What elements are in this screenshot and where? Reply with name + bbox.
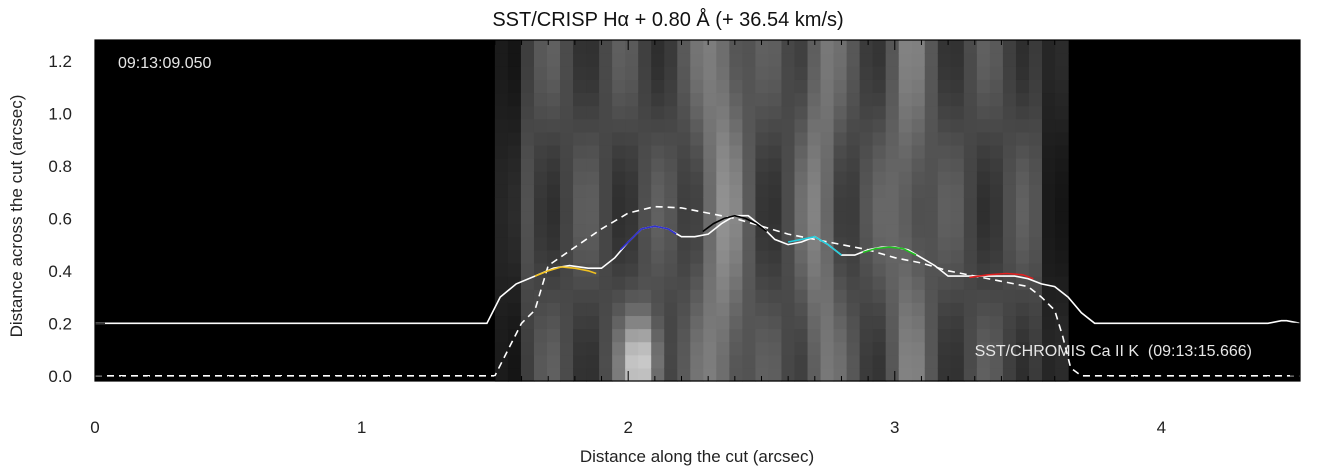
series-line-3 — [619, 225, 677, 251]
y-axis-label: Distance across the cut (arcsec) — [7, 95, 26, 338]
x-tick-label: 0 — [90, 418, 99, 437]
plot-frame — [94, 39, 1301, 382]
series-group — [95, 205, 1301, 377]
x-tick-label: 2 — [623, 418, 632, 437]
chart-title: SST/CRISP Hα + 0.80 Å (+ 36.54 km/s) — [492, 8, 843, 31]
x-axis-ticks: 0 1 2 3 4 — [90, 40, 1296, 437]
y-tick-label: 0.2 — [48, 314, 72, 333]
y-tick-label: 0.4 — [48, 262, 72, 281]
series-line-4 — [702, 214, 768, 233]
x-axis-label: Distance along the cut (arcsec) — [580, 447, 814, 466]
series-line-5 — [787, 235, 842, 256]
series-line-2 — [534, 266, 597, 277]
series-line-7 — [969, 272, 1034, 280]
y-tick-label: 0.8 — [48, 157, 72, 176]
intensity-image — [494, 40, 1069, 382]
x-tick-label: 3 — [890, 418, 899, 437]
timestamp-label: 09:13:09.050 — [118, 55, 212, 72]
y-tick-label: 0.6 — [48, 209, 72, 228]
chromis-label: SST/CHROMIS Ca II K (09:13:15.666) — [975, 343, 1252, 360]
series-line-6 — [862, 246, 917, 256]
y-tick-label: 0.0 — [48, 367, 72, 386]
y-tick-label: 1.2 — [48, 52, 72, 71]
x-tick-label: 4 — [1157, 418, 1166, 437]
y-tick-label: 1.0 — [48, 104, 72, 123]
series-line-1 — [95, 205, 1300, 377]
x-tick-label: 1 — [357, 418, 366, 437]
y-axis-ticks: 0.0 0.2 0.4 0.6 0.8 1.0 1.2 — [48, 47, 1300, 386]
